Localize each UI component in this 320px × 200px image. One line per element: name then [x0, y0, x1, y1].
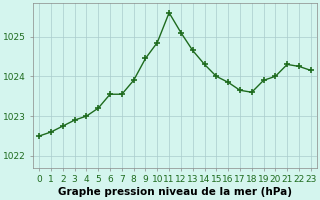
X-axis label: Graphe pression niveau de la mer (hPa): Graphe pression niveau de la mer (hPa)	[58, 187, 292, 197]
